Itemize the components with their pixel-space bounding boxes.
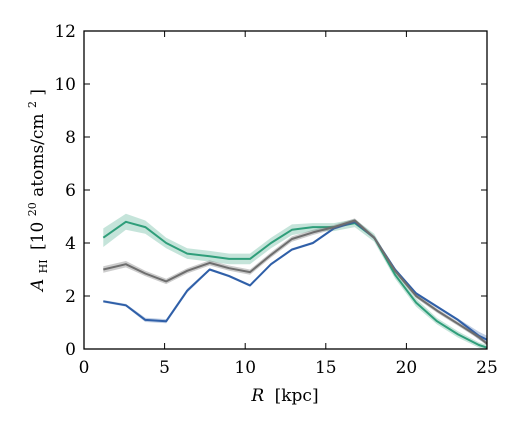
y-tick-label: 10 — [54, 75, 76, 95]
x-axis-label-unit: [kpc] — [275, 386, 319, 406]
x-tick-label: 15 — [315, 358, 337, 378]
x-tick-label: 0 — [79, 358, 90, 378]
tick-layer: 0 5 10 15 20 25 0 2 4 6 8 10 12 — [54, 22, 497, 378]
y-axis-label-var: A — [28, 279, 48, 293]
y-tick-label: 2 — [65, 287, 76, 307]
y-axis-label-pre: [10 — [28, 222, 48, 250]
series-2 — [103, 220, 487, 344]
y-axis-label-group: A HI [10 20 atoms/cm 2 ] — [21, 89, 52, 293]
x-tick-label: 20 — [396, 358, 418, 378]
x-tick-label: 25 — [476, 358, 498, 378]
series-3-line — [103, 219, 487, 345]
x-axis-label: R [kpc] — [250, 386, 318, 406]
y-axis-label-sub: HI — [37, 259, 50, 273]
series-1-line — [102, 220, 487, 349]
y-axis-label-exp2: 2 — [26, 101, 39, 108]
x-tick-label: 10 — [234, 358, 256, 378]
y-axis-label-post: ] — [28, 89, 48, 96]
y-tick-label: 8 — [65, 128, 76, 148]
y-axis-label-mid: atoms/cm — [28, 113, 48, 196]
series-layer — [102, 213, 487, 349]
x-axis-label-var: R — [250, 386, 264, 406]
y-tick-label: 12 — [54, 22, 76, 42]
series-3 — [103, 218, 487, 346]
x-tick-label: 5 — [159, 358, 170, 378]
series-1 — [102, 213, 487, 349]
y-tick-label: 0 — [65, 340, 76, 360]
series-1-band — [103, 213, 487, 349]
y-axis-label-exp: 20 — [26, 202, 39, 216]
y-tick-label: 6 — [65, 181, 76, 201]
y-tick-label: 4 — [65, 234, 76, 254]
series-2-line — [103, 220, 487, 341]
y-axis-label: A HI [10 20 atoms/cm 2 ] — [21, 89, 52, 293]
